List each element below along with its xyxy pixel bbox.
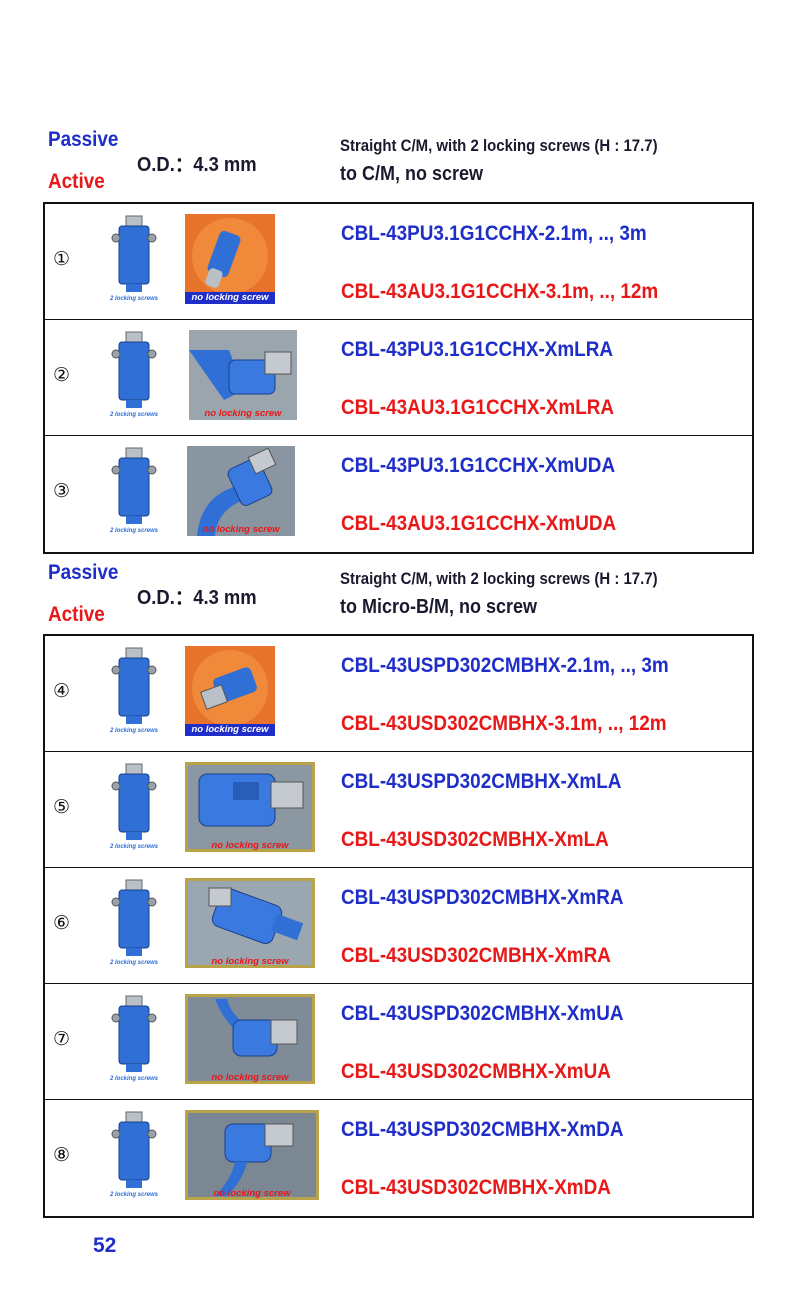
table-row: ③ 2 locking screws no locking screw CBL-…	[45, 436, 752, 552]
row-number: ④	[53, 680, 71, 702]
photo-caption: no locking screw	[202, 524, 280, 535]
connector-photo: no locking screw	[185, 878, 315, 968]
active-part-number: CBL-43AU3.1G1CCHX-XmUDA	[341, 512, 617, 535]
straight-locking-cable-icon: 2 locking screws	[109, 1111, 159, 1198]
table-row: ⑥ 2 locking screws no locking screw CBL-…	[45, 868, 752, 984]
page-number: 52	[93, 1234, 117, 1257]
right-angle-connector-image	[189, 330, 297, 420]
photo-caption: no locking screw	[211, 840, 289, 851]
straight-locking-cable-icon: 2 locking screws	[109, 647, 159, 734]
row-number: ⑧	[53, 1144, 71, 1166]
cable-table: ① 2 locking screws no locking screw CBL-…	[43, 202, 754, 554]
row-number: ⑤	[53, 796, 71, 818]
section-header: Passive Active O.D.：4.3 mm Straight C/M,…	[0, 561, 800, 631]
cable-table: ④ 2 locking screws no locking screw CBL-…	[43, 634, 754, 1218]
cable-description-line1: Straight C/M, with 2 locking screws (H :…	[340, 136, 658, 155]
cable-description-line1: Straight C/M, with 2 locking screws (H :…	[340, 569, 658, 588]
table-row: ① 2 locking screws no locking screw CBL-…	[45, 204, 752, 320]
passive-part-number: CBL-43USPD302CMBHX-XmRA	[341, 886, 624, 909]
active-part-number: CBL-43USD302CMBHX-3.1m, .., 12m	[341, 712, 667, 735]
cable-description-line2: to C/M, no screw	[340, 163, 484, 185]
connector-photo: no locking screw	[187, 446, 295, 536]
row-number: ①	[53, 248, 71, 270]
connector-photo: no locking screw	[185, 762, 315, 852]
passive-part-number: CBL-43USPD302CMBHX-XmLA	[341, 770, 622, 793]
active-part-number: CBL-43AU3.1G1CCHX-3.1m, .., 12m	[341, 280, 659, 303]
svg-text:2 locking screws: 2 locking screws	[109, 728, 159, 734]
connector-photo: no locking screw	[185, 994, 315, 1084]
passive-part-number: CBL-43PU3.1G1CCHX-XmLRA	[341, 338, 614, 361]
photo-caption: no locking screw	[185, 292, 275, 304]
section-header: Passive Active O.D.：4.3 mm Straight C/M,…	[0, 128, 800, 198]
active-part-number: CBL-43USD302CMBHX-XmLA	[341, 828, 609, 851]
straight-locking-cable-icon: 2 locking screws	[109, 763, 159, 850]
row-number: ③	[53, 480, 71, 502]
connector-photo: no locking screw	[189, 330, 297, 420]
svg-text:2 locking screws: 2 locking screws	[109, 412, 159, 418]
photo-caption: no locking screw	[211, 1072, 289, 1083]
active-part-number: CBL-43USD302CMBHX-XmUA	[341, 1060, 611, 1083]
photo-caption: no locking screw	[204, 408, 282, 419]
straight-locking-cable-icon: 2 locking screws	[109, 447, 159, 534]
svg-text:2 locking screws: 2 locking screws	[109, 844, 159, 850]
passive-label: Passive	[48, 561, 119, 584]
svg-text:2 locking screws: 2 locking screws	[109, 1192, 159, 1198]
micro-b-connector-image	[192, 650, 268, 726]
passive-part-number: CBL-43PU3.1G1CCHX-2.1m, .., 3m	[341, 222, 647, 245]
active-part-number: CBL-43USD302CMBHX-XmDA	[341, 1176, 611, 1199]
straight-locking-cable-icon: 2 locking screws	[109, 331, 159, 418]
table-row: ④ 2 locking screws no locking screw CBL-…	[45, 636, 752, 752]
svg-text:2 locking screws: 2 locking screws	[109, 960, 159, 966]
photo-caption: no locking screw	[213, 1188, 291, 1199]
up-angle-micro-b-image	[188, 997, 312, 1081]
table-row: ⑤ 2 locking screws no locking screw CBL-…	[45, 752, 752, 868]
photo-caption: no locking screw	[211, 956, 289, 967]
active-label: Active	[48, 170, 105, 193]
row-number: ⑦	[53, 1028, 71, 1050]
passive-part-number: CBL-43PU3.1G1CCHX-XmUDA	[341, 454, 616, 477]
down-angle-micro-b-image	[188, 1113, 316, 1197]
passive-part-number: CBL-43USPD302CMBHX-XmUA	[341, 1002, 624, 1025]
svg-text:2 locking screws: 2 locking screws	[109, 528, 159, 534]
svg-text:2 locking screws: 2 locking screws	[109, 1076, 159, 1082]
active-label: Active	[48, 603, 105, 626]
straight-locking-cable-icon: 2 locking screws	[109, 995, 159, 1082]
row-number: ⑥	[53, 912, 71, 934]
photo-caption: no locking screw	[185, 724, 275, 736]
straight-locking-cable-icon: 2 locking screws	[109, 215, 159, 302]
passive-part-number: CBL-43USPD302CMBHX-2.1m, .., 3m	[341, 654, 669, 677]
right-angle-micro-b-image	[188, 881, 312, 965]
left-angle-micro-b-image	[188, 765, 312, 849]
passive-label: Passive	[48, 128, 119, 151]
connector-photo: no locking screw	[185, 1110, 319, 1200]
usb-c-connector-image	[192, 218, 268, 294]
table-row: ⑦ 2 locking screws no locking screw CBL-…	[45, 984, 752, 1100]
row-number: ②	[53, 364, 71, 386]
connector-photo: no locking screw	[185, 646, 275, 736]
table-row: ⑧ 2 locking screws no locking screw CBL-…	[45, 1100, 752, 1216]
outer-diameter: O.D.：4.3 mm	[137, 587, 257, 609]
table-row: ② 2 locking screws no locking screw CBL-…	[45, 320, 752, 436]
connector-photo: no locking screw	[185, 214, 275, 304]
passive-part-number: CBL-43USPD302CMBHX-XmDA	[341, 1118, 624, 1141]
svg-text:2 locking screws: 2 locking screws	[109, 296, 159, 302]
cable-description-line2: to Micro-B/M, no screw	[340, 596, 538, 618]
active-part-number: CBL-43AU3.1G1CCHX-XmLRA	[341, 396, 615, 419]
outer-diameter: O.D.：4.3 mm	[137, 154, 257, 176]
up-down-angle-connector-image	[187, 446, 295, 536]
active-part-number: CBL-43USD302CMBHX-XmRA	[341, 944, 611, 967]
straight-locking-cable-icon: 2 locking screws	[109, 879, 159, 966]
